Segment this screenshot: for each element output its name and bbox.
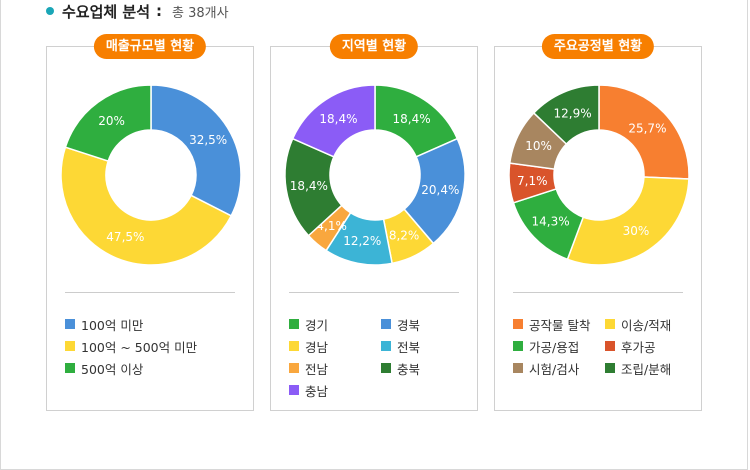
legend-item: 100억 미만 xyxy=(65,313,249,335)
slice-value-label: 30% xyxy=(623,224,650,238)
legend-item: 후가공 xyxy=(605,335,697,357)
legend-swatch xyxy=(513,319,523,329)
donut-slice xyxy=(598,84,690,180)
legend-swatch xyxy=(381,363,391,373)
legend-label: 전북 xyxy=(397,339,421,355)
slice-value-label: 18,4% xyxy=(290,179,328,193)
legend-label: 500억 이상 xyxy=(81,361,144,377)
slice-value-label: 12,9% xyxy=(554,106,592,120)
legend-label: 100억 ~ 500억 미만 xyxy=(81,339,198,355)
legend-item: 공작물 탈착 xyxy=(513,313,605,335)
donut-chart-region: 18,4% 20,4% 8,2% 12,2%4,1% 18,4% 18,4% xyxy=(284,84,466,266)
panel-process: 25,7% 30% 14,3% 7,1% 10% 12,9% 주요공정별 현황 공작물 탈… xyxy=(494,34,702,411)
legend-label: 공작물 탈착 xyxy=(529,317,591,333)
legend-item: 조립/분해 xyxy=(605,357,697,379)
divider xyxy=(289,292,459,293)
slice-value-label: 20,4% xyxy=(421,183,459,197)
legend-swatch xyxy=(289,385,299,395)
legend-swatch xyxy=(65,341,75,351)
legend-label: 100억 미만 xyxy=(81,317,144,333)
legend-item: 충북 xyxy=(381,357,473,379)
slice-value-label: 10% xyxy=(525,139,552,153)
legend-item: 전남 xyxy=(289,357,381,379)
legend-label: 조립/분해 xyxy=(621,361,672,377)
slice-value-label: 4,1% xyxy=(316,219,347,233)
donut-slice xyxy=(566,176,690,266)
donut-slice xyxy=(150,84,242,217)
slice-value-label: 14,3% xyxy=(532,214,570,228)
donut-slice xyxy=(532,84,600,146)
legend-label: 충남 xyxy=(305,383,329,399)
legend-sales-scale: 100억 미만 100억 ~ 500억 미만 500억 이상 xyxy=(65,313,249,379)
slice-value-label: 25,7% xyxy=(628,122,666,136)
slice-value-label: 32,5% xyxy=(189,133,227,147)
legend-swatch xyxy=(381,341,391,351)
donut-slice xyxy=(291,84,376,158)
legend-item: 충남 xyxy=(289,379,381,401)
legend-label: 경남 xyxy=(305,339,329,355)
donut-chart-process: 25,7% 30% 14,3% 7,1% 10% 12,9% xyxy=(508,84,690,266)
title-colon: : xyxy=(156,2,163,20)
legend-label: 이송/적재 xyxy=(621,317,672,333)
panel-title-process: 주요공정별 현황 xyxy=(541,34,655,59)
slice-value-label: 18,4% xyxy=(393,112,431,126)
panel-title-sales-scale: 매출규모별 현황 xyxy=(93,34,207,59)
slice-value-label: 8,2% xyxy=(389,228,420,242)
donut-chart-sales-scale: 32,5% 47,5% 20% xyxy=(60,84,242,266)
bullet-icon xyxy=(46,7,54,15)
slice-value-label: 18,4% xyxy=(319,112,357,126)
legend-label: 경북 xyxy=(397,317,421,333)
section-title: 수요업체 분석 xyxy=(62,2,151,21)
legend-label: 시험/검사 xyxy=(529,361,580,377)
legend-swatch xyxy=(289,363,299,373)
legend-swatch xyxy=(513,363,523,373)
legend-swatch xyxy=(65,319,75,329)
legend-item: 경북 xyxy=(381,313,473,335)
donut-slice xyxy=(60,146,233,266)
legend-item: 이송/적재 xyxy=(605,313,697,335)
legend-label: 후가공 xyxy=(621,339,656,355)
legend-item: 경기 xyxy=(289,313,381,335)
legend-swatch xyxy=(513,341,523,351)
legend-item: 500억 이상 xyxy=(65,357,249,379)
donut-slice xyxy=(64,84,152,163)
legend-swatch xyxy=(65,363,75,373)
legend-item: 가공/용접 xyxy=(513,335,605,357)
slice-value-label: 47,5% xyxy=(106,230,144,244)
legend-swatch xyxy=(605,319,615,329)
slice-value-label: 20% xyxy=(98,114,125,128)
total-count: 총 38개사 xyxy=(172,5,229,21)
divider xyxy=(513,292,683,293)
slice-value-label: 12,2% xyxy=(343,234,381,248)
legend-label: 가공/용접 xyxy=(529,339,580,355)
legend-item: 전북 xyxy=(381,335,473,357)
section-header: 수요업체 분석 : 총 38개사 xyxy=(46,0,229,22)
legend-label: 충북 xyxy=(397,361,421,377)
slice-value-label: 7,1% xyxy=(517,174,548,188)
legend-label: 경기 xyxy=(305,317,329,333)
panel-sales-scale: 32,5% 47,5% 20% 매출규모별 현황 100억 미만 100억 ~ 500… xyxy=(46,34,254,411)
legend-swatch xyxy=(605,341,615,351)
panel-region: 18,4% 20,4% 8,2% 12,2% 4,1% 18,4% 18,4% 지역별 현황… xyxy=(270,34,478,411)
legend-item: 시험/검사 xyxy=(513,357,605,379)
legend-item: 100억 ~ 500억 미만 xyxy=(65,335,249,357)
legend-swatch xyxy=(381,319,391,329)
legend-item: 경남 xyxy=(289,335,381,357)
legend-swatch xyxy=(289,341,299,351)
legend-label: 전남 xyxy=(305,361,329,377)
legend-swatch xyxy=(605,363,615,373)
panel-title-region: 지역별 현황 xyxy=(329,34,419,59)
divider xyxy=(65,292,235,293)
legend-swatch xyxy=(289,319,299,329)
